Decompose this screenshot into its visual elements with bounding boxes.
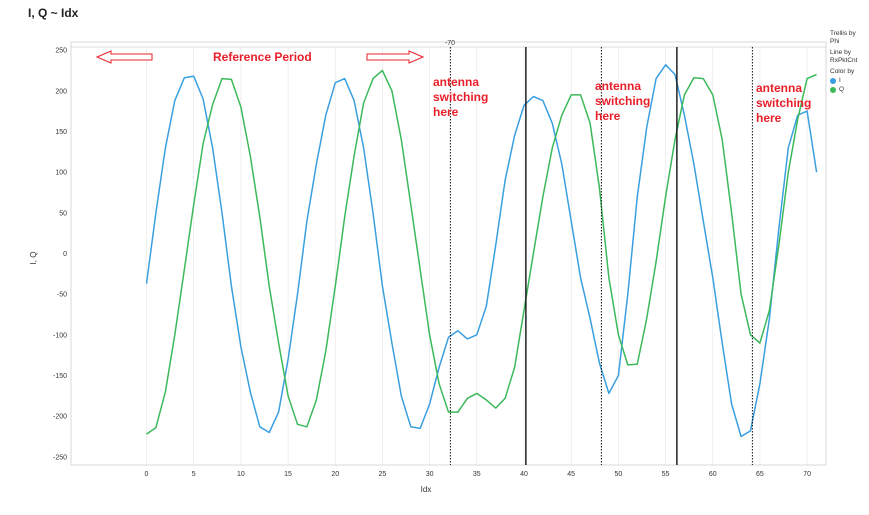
legend-dot-i <box>830 78 836 84</box>
legend: Trellis by Phi Line by RxPktCnt Color by… <box>830 30 868 94</box>
x-tick-label: 70 <box>803 471 811 478</box>
x-axis-label: Idx <box>421 485 432 494</box>
antenna-annotation-1: antenna switching here <box>433 75 492 119</box>
x-tick-label: 0 <box>145 471 149 478</box>
legend-line-value: RxPktCnt <box>830 57 858 64</box>
x-tick-label: 10 <box>237 471 245 478</box>
legend-item-i[interactable]: I <box>830 77 868 85</box>
x-tick-label: 35 <box>473 471 481 478</box>
y-tick-label: -150 <box>53 373 67 380</box>
x-tick-label: 55 <box>662 471 670 478</box>
y-tick-label: -200 <box>53 414 67 421</box>
y-tick-label: -250 <box>53 454 67 461</box>
ticks-layer: 0 5 10 15 20 25 30 35 40 45 50 55 60 65 70 -250 -200 -150… <box>53 48 811 478</box>
y-tick-label: 250 <box>55 48 67 55</box>
y-tick-label: -50 <box>57 292 67 299</box>
reference-left-arrow <box>95 50 153 64</box>
x-tick-label: 50 <box>614 471 622 478</box>
legend-color-label: Color by <box>830 68 855 75</box>
y-tick-label: -100 <box>53 332 67 339</box>
reference-right-arrow <box>366 50 425 64</box>
x-tick-label: 25 <box>379 471 387 478</box>
reference-period-label: Reference Period <box>213 50 312 64</box>
series-line-i <box>145 64 818 438</box>
legend-item-q-label: Q <box>839 86 845 93</box>
x-tick-label: 20 <box>331 471 339 478</box>
x-tick-label: 60 <box>709 471 717 478</box>
grid-layer <box>146 47 808 465</box>
legend-item-i-label: I <box>839 77 841 84</box>
legend-trellis-label: Trellis by <box>830 30 856 37</box>
vlines-layer <box>449 47 753 465</box>
y-axis-label: I, Q <box>29 252 38 265</box>
x-tick-label: 5 <box>192 471 196 478</box>
x-tick-label: 45 <box>567 471 575 478</box>
chart-title: I, Q ~ Idx <box>28 6 79 20</box>
antenna-annotation-2: antenna switching here <box>595 79 654 123</box>
series-line-q <box>146 69 817 435</box>
top-annotation: -70 <box>445 40 455 47</box>
legend-dot-q <box>830 87 836 93</box>
x-tick-label: 65 <box>756 471 764 478</box>
antenna-annotation-3: antenna switching here <box>756 81 815 125</box>
x-tick-label: 40 <box>520 471 528 478</box>
legend-item-q[interactable]: Q <box>830 86 868 94</box>
y-tick-label: 200 <box>55 88 67 95</box>
legend-trellis-value: Phi <box>830 38 840 45</box>
y-tick-label: 100 <box>55 170 67 177</box>
x-tick-label: 15 <box>284 471 292 478</box>
plot-frame <box>70 41 827 466</box>
x-tick-label: 30 <box>426 471 434 478</box>
y-tick-label: 0 <box>63 251 67 258</box>
y-tick-label: 150 <box>55 129 67 136</box>
legend-line-label: Line by <box>830 49 851 56</box>
series-layer <box>145 64 818 438</box>
y-tick-label: 50 <box>59 210 67 217</box>
